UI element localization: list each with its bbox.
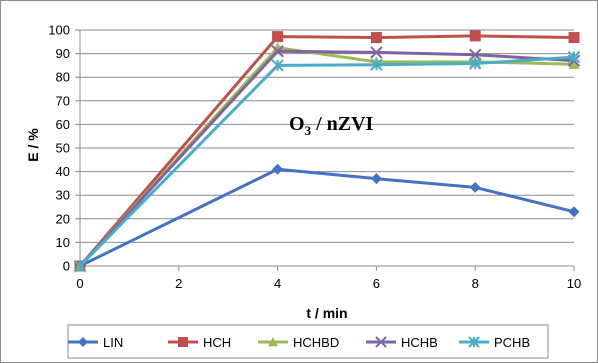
- data-point: [268, 337, 278, 347]
- legend-item-hchb: HCHB: [366, 335, 438, 350]
- data-point: [370, 46, 383, 59]
- series-hch: [74, 30, 580, 272]
- y-tick-label: 60: [56, 117, 70, 132]
- annotation-rest: / nZVI: [311, 113, 373, 135]
- legend-label: HCHBD: [293, 335, 339, 350]
- axes: [75, 29, 575, 271]
- data-point: [567, 50, 581, 64]
- data-point: [469, 30, 481, 42]
- data-point: [272, 163, 284, 175]
- y-tick-label: 50: [56, 141, 70, 156]
- data-point: [78, 337, 88, 347]
- x-axis-title: t / min: [306, 305, 347, 321]
- data-point: [469, 181, 481, 193]
- x-tick-label: 0: [76, 276, 83, 291]
- series-line: [78, 49, 575, 268]
- series-hchbd: [74, 42, 580, 271]
- y-tick-label: 70: [56, 93, 70, 108]
- data-point: [568, 58, 580, 69]
- chart-annotation: O3 / nZVI: [289, 113, 374, 138]
- legend-item-hch: HCH: [168, 335, 231, 350]
- y-tick-label: 20: [56, 211, 70, 226]
- series-lin: [74, 163, 580, 272]
- legend-item-pchb: PCHB: [459, 335, 530, 350]
- legend-item-lin: LIN: [68, 335, 123, 350]
- legend-label: HCHB: [401, 335, 438, 350]
- y-tick-label: 10: [56, 235, 70, 250]
- data-point: [468, 57, 482, 70]
- y-tick-label: 40: [56, 164, 70, 179]
- y-tick-label: 30: [56, 188, 70, 203]
- series-pchb: [73, 50, 581, 273]
- series-line: [78, 55, 575, 268]
- legend-label: LIN: [103, 335, 123, 350]
- x-tick-label: 2: [175, 276, 182, 291]
- x-tick-label: 10: [567, 276, 581, 291]
- data-point: [370, 58, 383, 71]
- legend-label: HCH: [203, 335, 231, 350]
- series-hchb: [73, 45, 581, 273]
- legend-label: PCHB: [494, 335, 530, 350]
- data-point: [375, 336, 387, 348]
- data-point: [468, 336, 480, 348]
- data-point: [73, 259, 87, 273]
- data-point: [370, 173, 382, 185]
- annotation-subscript: 3: [305, 123, 312, 138]
- x-tick-label: 6: [373, 276, 380, 291]
- data-point: [178, 337, 188, 347]
- data-point: [370, 32, 382, 44]
- series-line: [78, 34, 575, 267]
- tick-labels: 0 10 20 30 40 50 60 70 80 90 100 0 2 4 6 8 10: [48, 23, 581, 292]
- y-tick-label: 90: [56, 46, 70, 61]
- y-tick-label: 80: [56, 70, 70, 85]
- data-point: [568, 206, 580, 218]
- legend-item-hchbd: HCHBD: [258, 335, 339, 350]
- y-axis-title: E / %: [25, 128, 41, 162]
- series-lines: [73, 30, 581, 273]
- data-point: [271, 59, 284, 72]
- data-point: [272, 31, 284, 43]
- series-line: [78, 46, 575, 268]
- legend: LIN HCH HCHBD HCHB PCHB: [67, 324, 549, 359]
- x-tick-label: 4: [274, 276, 281, 291]
- data-point: [271, 45, 284, 58]
- y-tick-label: 100: [48, 23, 70, 38]
- data-point: [568, 32, 580, 44]
- x-tick-label: 8: [472, 276, 479, 291]
- y-tick-label: 0: [63, 259, 70, 274]
